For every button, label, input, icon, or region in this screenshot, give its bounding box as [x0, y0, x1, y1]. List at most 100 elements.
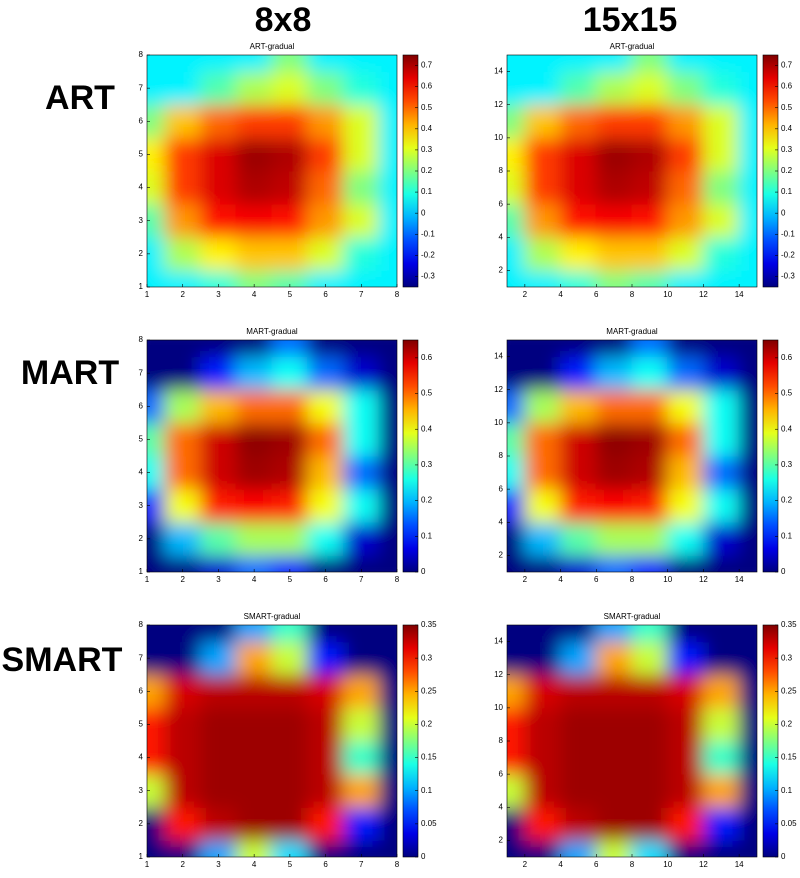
heat-cell — [147, 625, 166, 643]
y-tick-label: 6 — [499, 769, 504, 778]
heat-cell — [147, 104, 166, 139]
heat-cell — [164, 455, 202, 490]
colorbar-tick-label: 0.1 — [781, 786, 793, 795]
colorbar-tick-label: 0.2 — [421, 166, 433, 175]
heat-cell — [235, 340, 273, 358]
heat-cell — [307, 389, 344, 424]
heat-cell — [524, 707, 562, 742]
heat-cell — [271, 521, 309, 556]
heat-cell — [271, 839, 309, 857]
heat-cell — [560, 71, 597, 106]
heat-cell — [595, 806, 633, 841]
plot-frame — [146, 54, 398, 288]
heat-cell — [560, 521, 597, 556]
heat-cell — [560, 674, 597, 709]
heat-cell — [307, 674, 344, 709]
heat-cell — [631, 389, 669, 424]
heat-cell — [667, 203, 704, 238]
heat-cell — [507, 554, 526, 572]
heat-cell — [702, 806, 740, 841]
x-tick-label: 2 — [180, 860, 185, 869]
heatmap-cells — [147, 340, 397, 572]
heat-cell — [738, 236, 757, 271]
heat-cell — [667, 839, 704, 857]
heat-cell — [235, 170, 273, 205]
heat-cell — [200, 773, 237, 808]
x-tick-label: 6 — [594, 290, 599, 299]
colorbar-tick-label: 0.1 — [421, 786, 433, 795]
heat-cell — [164, 104, 202, 139]
heat-cell — [200, 839, 237, 857]
heat-cell — [235, 674, 273, 709]
y-tick-label: 4 — [499, 517, 504, 526]
y-tick-label: 2 — [499, 266, 504, 275]
heat-cell — [200, 674, 237, 709]
heat-cell — [507, 773, 526, 808]
heat-cell — [667, 422, 704, 457]
x-tick-label: 4 — [558, 860, 563, 869]
y-tick-label: 6 — [139, 686, 144, 695]
heat-cell — [271, 773, 309, 808]
heat-cell — [667, 521, 704, 556]
y-tick-label: 6 — [499, 484, 504, 493]
heat-cell — [235, 839, 273, 857]
heat-cell — [164, 554, 202, 572]
heat-cell — [595, 839, 633, 857]
heat-cell — [507, 707, 526, 742]
heat-cell — [307, 839, 344, 857]
heat-cell — [378, 740, 397, 775]
heat-cell — [271, 422, 309, 457]
heat-cell — [271, 554, 309, 572]
heat-cell — [164, 389, 202, 424]
heat-cell — [738, 389, 757, 424]
heat-cell — [271, 236, 309, 271]
heat-cell — [702, 455, 740, 490]
heat-cell — [595, 625, 633, 643]
heat-cell — [342, 55, 380, 73]
heat-cell — [631, 104, 669, 139]
colorbar-tick-label: 0 — [421, 208, 426, 217]
heat-cell — [378, 839, 397, 857]
y-tick-label: 3 — [139, 786, 144, 795]
x-tick-label: 8 — [395, 860, 400, 869]
heat-cell — [738, 641, 757, 676]
heat-cell — [738, 839, 757, 857]
heat-cell — [271, 137, 309, 172]
heat-cell — [147, 554, 166, 572]
heat-cell — [307, 740, 344, 775]
heat-cell — [507, 455, 526, 490]
x-tick-label: 6 — [594, 860, 599, 869]
heat-cell — [200, 356, 237, 391]
heat-cell — [307, 203, 344, 238]
heat-cell — [560, 740, 597, 775]
x-tick-label: 1 — [145, 860, 150, 869]
plot-title: ART-gradual — [250, 42, 295, 51]
x-tick-label: 1 — [145, 290, 150, 299]
heat-cell — [235, 104, 273, 139]
heat-cell — [235, 203, 273, 238]
heat-cell — [164, 806, 202, 841]
x-tick-label: 2 — [523, 575, 528, 584]
heat-cell — [507, 137, 526, 172]
heat-cell — [738, 55, 757, 73]
heat-cell — [164, 170, 202, 205]
heat-cell — [667, 641, 704, 676]
colorbar-tick-label: 0.15 — [421, 753, 437, 762]
heat-cell — [631, 740, 669, 775]
heat-cell — [667, 740, 704, 775]
colorbar-tick-label: 0.05 — [421, 819, 437, 828]
y-tick-label: 6 — [139, 116, 144, 125]
heat-cell — [738, 356, 757, 391]
heat-cell — [147, 71, 166, 106]
heat-cell — [342, 488, 380, 523]
heat-cell — [631, 455, 669, 490]
y-tick-label: 4 — [499, 802, 504, 811]
heat-cell — [631, 625, 669, 643]
heat-cell — [738, 71, 757, 106]
heat-cell — [342, 521, 380, 556]
heat-cell — [378, 773, 397, 808]
x-tick-label: 5 — [288, 860, 293, 869]
heat-cell — [271, 625, 309, 643]
y-tick-label: 12 — [494, 670, 503, 679]
x-tick-label: 8 — [630, 290, 635, 299]
